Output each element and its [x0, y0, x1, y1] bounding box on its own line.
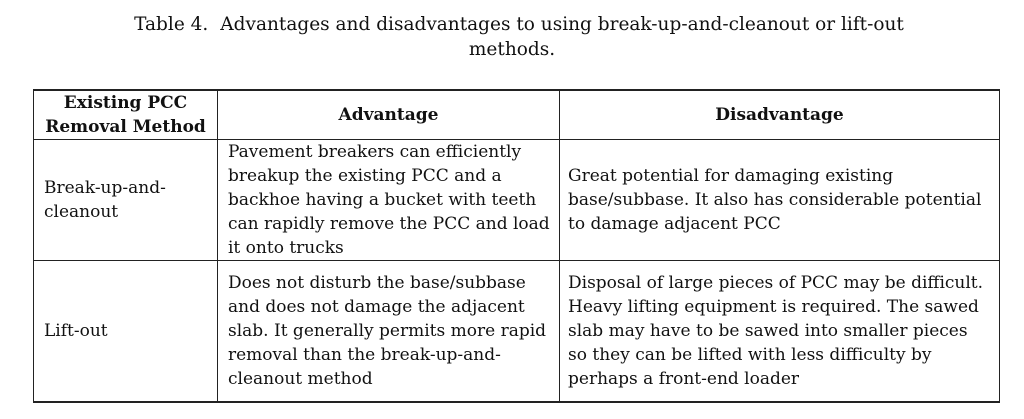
- table-header-row: Existing PCC Removal Method Advantage Di…: [33, 89, 1000, 140]
- table-row: Lift-out Does not disturb the base/subba…: [33, 260, 1000, 403]
- caption-label: Table 4.: [134, 14, 209, 35]
- header-removal-method-line2: Removal Method: [45, 117, 206, 137]
- header-removal-method: Existing PCC Removal Method: [33, 89, 218, 140]
- advantage-cell: Pavement breakers can efficiently breaku…: [217, 139, 560, 261]
- method-cell: Break-up-and-cleanout: [33, 139, 218, 261]
- disadvantage-cell: Great potential for damaging existing ba…: [559, 139, 1000, 261]
- caption-title: Advantages and disadvantages to using br…: [220, 14, 904, 35]
- caption-line-1: Table 4. Advantages and disadvantages to …: [0, 12, 1024, 37]
- header-removal-method-line1: Existing PCC: [63, 93, 188, 113]
- header-advantage: Advantage: [217, 89, 560, 140]
- caption-title-continued: methods.: [468, 39, 556, 60]
- method-cell: Lift-out: [33, 260, 218, 403]
- table-row: Break-up-and-cleanout Pavement breakers …: [33, 139, 1000, 261]
- disadvantage-cell: Disposal of large pieces of PCC may be d…: [559, 260, 1000, 403]
- advantage-cell: Does not disturb the base/subbase and do…: [217, 260, 560, 403]
- table-caption: Table 4. Advantages and disadvantages to …: [0, 12, 1024, 62]
- methods-table: Existing PCC Removal Method Advantage Di…: [33, 89, 1000, 403]
- header-disadvantage: Disadvantage: [559, 89, 1000, 140]
